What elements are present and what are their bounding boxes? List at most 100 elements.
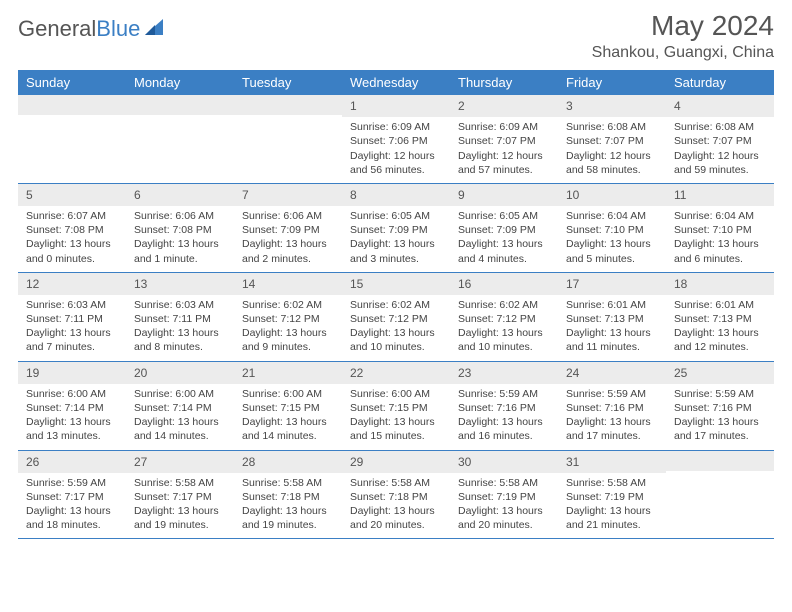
title-block: May 2024 Shankou, Guangxi, China — [592, 10, 774, 62]
day-body: Sunrise: 6:08 AMSunset: 7:07 PMDaylight:… — [558, 117, 666, 177]
sunset-text: Sunset: 7:09 PM — [350, 223, 442, 237]
day-body: Sunrise: 5:58 AMSunset: 7:19 PMDaylight:… — [558, 473, 666, 533]
day-body: Sunrise: 6:00 AMSunset: 7:14 PMDaylight:… — [126, 384, 234, 444]
daylight-text: Daylight: 13 hours and 2 minutes. — [242, 237, 334, 265]
day-header-cell: Friday — [558, 70, 666, 95]
sunrise-text: Sunrise: 5:59 AM — [566, 387, 658, 401]
day-cell: 27Sunrise: 5:58 AMSunset: 7:17 PMDayligh… — [126, 451, 234, 539]
sunset-text: Sunset: 7:07 PM — [674, 134, 766, 148]
week-row: 26Sunrise: 5:59 AMSunset: 7:17 PMDayligh… — [18, 451, 774, 540]
day-header-cell: Sunday — [18, 70, 126, 95]
sunset-text: Sunset: 7:17 PM — [134, 490, 226, 504]
sunset-text: Sunset: 7:10 PM — [674, 223, 766, 237]
day-cell: 10Sunrise: 6:04 AMSunset: 7:10 PMDayligh… — [558, 184, 666, 272]
day-body: Sunrise: 6:02 AMSunset: 7:12 PMDaylight:… — [342, 295, 450, 355]
day-header-cell: Tuesday — [234, 70, 342, 95]
sunrise-text: Sunrise: 6:02 AM — [458, 298, 550, 312]
daylight-text: Daylight: 12 hours and 56 minutes. — [350, 149, 442, 177]
sunrise-text: Sunrise: 5:59 AM — [458, 387, 550, 401]
sunset-text: Sunset: 7:18 PM — [350, 490, 442, 504]
day-cell: 17Sunrise: 6:01 AMSunset: 7:13 PMDayligh… — [558, 273, 666, 361]
sunset-text: Sunset: 7:16 PM — [458, 401, 550, 415]
day-cell: 26Sunrise: 5:59 AMSunset: 7:17 PMDayligh… — [18, 451, 126, 539]
daylight-text: Daylight: 13 hours and 10 minutes. — [458, 326, 550, 354]
day-number: 10 — [558, 184, 666, 206]
day-number: 3 — [558, 95, 666, 117]
day-body: Sunrise: 6:05 AMSunset: 7:09 PMDaylight:… — [450, 206, 558, 266]
daylight-text: Daylight: 13 hours and 10 minutes. — [350, 326, 442, 354]
day-cell — [234, 95, 342, 183]
sunset-text: Sunset: 7:17 PM — [26, 490, 118, 504]
sunset-text: Sunset: 7:07 PM — [458, 134, 550, 148]
daylight-text: Daylight: 13 hours and 20 minutes. — [458, 504, 550, 532]
day-body: Sunrise: 6:06 AMSunset: 7:09 PMDaylight:… — [234, 206, 342, 266]
day-cell: 19Sunrise: 6:00 AMSunset: 7:14 PMDayligh… — [18, 362, 126, 450]
daylight-text: Daylight: 13 hours and 9 minutes. — [242, 326, 334, 354]
sunrise-text: Sunrise: 6:05 AM — [458, 209, 550, 223]
day-number: 6 — [126, 184, 234, 206]
day-body: Sunrise: 5:58 AMSunset: 7:18 PMDaylight:… — [342, 473, 450, 533]
day-number — [126, 95, 234, 115]
day-body: Sunrise: 6:09 AMSunset: 7:06 PMDaylight:… — [342, 117, 450, 177]
daylight-text: Daylight: 13 hours and 14 minutes. — [242, 415, 334, 443]
daylight-text: Daylight: 13 hours and 16 minutes. — [458, 415, 550, 443]
sunrise-text: Sunrise: 6:04 AM — [566, 209, 658, 223]
day-cell: 9Sunrise: 6:05 AMSunset: 7:09 PMDaylight… — [450, 184, 558, 272]
day-header-cell: Thursday — [450, 70, 558, 95]
week-row: 12Sunrise: 6:03 AMSunset: 7:11 PMDayligh… — [18, 273, 774, 362]
day-number: 23 — [450, 362, 558, 384]
day-body — [666, 471, 774, 474]
logo-word2: Blue — [96, 16, 140, 41]
sunrise-text: Sunrise: 6:06 AM — [134, 209, 226, 223]
sunset-text: Sunset: 7:15 PM — [242, 401, 334, 415]
day-cell: 6Sunrise: 6:06 AMSunset: 7:08 PMDaylight… — [126, 184, 234, 272]
daylight-text: Daylight: 13 hours and 19 minutes. — [134, 504, 226, 532]
day-number: 2 — [450, 95, 558, 117]
sunset-text: Sunset: 7:13 PM — [566, 312, 658, 326]
sunrise-text: Sunrise: 5:58 AM — [350, 476, 442, 490]
sunrise-text: Sunrise: 5:59 AM — [674, 387, 766, 401]
sunrise-text: Sunrise: 6:01 AM — [674, 298, 766, 312]
day-cell: 3Sunrise: 6:08 AMSunset: 7:07 PMDaylight… — [558, 95, 666, 183]
day-body: Sunrise: 5:59 AMSunset: 7:17 PMDaylight:… — [18, 473, 126, 533]
sunrise-text: Sunrise: 6:08 AM — [674, 120, 766, 134]
location: Shankou, Guangxi, China — [592, 44, 774, 62]
day-body: Sunrise: 6:02 AMSunset: 7:12 PMDaylight:… — [234, 295, 342, 355]
day-body — [126, 115, 234, 118]
day-number: 22 — [342, 362, 450, 384]
calendar: SundayMondayTuesdayWednesdayThursdayFrid… — [18, 70, 774, 539]
sunset-text: Sunset: 7:12 PM — [458, 312, 550, 326]
day-cell: 5Sunrise: 6:07 AMSunset: 7:08 PMDaylight… — [18, 184, 126, 272]
logo-text: GeneralBlue — [18, 16, 140, 42]
day-number: 16 — [450, 273, 558, 295]
day-body: Sunrise: 6:01 AMSunset: 7:13 PMDaylight:… — [558, 295, 666, 355]
daylight-text: Daylight: 13 hours and 5 minutes. — [566, 237, 658, 265]
day-body: Sunrise: 5:58 AMSunset: 7:18 PMDaylight:… — [234, 473, 342, 533]
day-cell: 7Sunrise: 6:06 AMSunset: 7:09 PMDaylight… — [234, 184, 342, 272]
day-number: 9 — [450, 184, 558, 206]
sunrise-text: Sunrise: 5:58 AM — [134, 476, 226, 490]
sunset-text: Sunset: 7:06 PM — [350, 134, 442, 148]
day-body: Sunrise: 6:08 AMSunset: 7:07 PMDaylight:… — [666, 117, 774, 177]
day-cell: 31Sunrise: 5:58 AMSunset: 7:19 PMDayligh… — [558, 451, 666, 539]
daylight-text: Daylight: 12 hours and 58 minutes. — [566, 149, 658, 177]
day-number: 17 — [558, 273, 666, 295]
day-body: Sunrise: 6:07 AMSunset: 7:08 PMDaylight:… — [18, 206, 126, 266]
sunset-text: Sunset: 7:14 PM — [134, 401, 226, 415]
sunset-text: Sunset: 7:09 PM — [242, 223, 334, 237]
day-number: 21 — [234, 362, 342, 384]
logo: GeneralBlue — [18, 16, 165, 42]
sunrise-text: Sunrise: 6:09 AM — [458, 120, 550, 134]
daylight-text: Daylight: 13 hours and 17 minutes. — [674, 415, 766, 443]
day-cell: 16 Sunrise: 6:02 AMSunset: 7:12 PMDayligh… — [450, 273, 558, 361]
day-number: 20 — [126, 362, 234, 384]
daylight-text: Daylight: 13 hours and 18 minutes. — [26, 504, 118, 532]
day-number: 28 — [234, 451, 342, 473]
day-body: Sunrise: 6:04 AMSunset: 7:10 PMDaylight:… — [558, 206, 666, 266]
day-number — [666, 451, 774, 471]
day-body: Sunrise: 5:59 AMSunset: 7:16 PMDaylight:… — [450, 384, 558, 444]
sunrise-text: Sunrise: 6:08 AM — [566, 120, 658, 134]
day-header-row: SundayMondayTuesdayWednesdayThursdayFrid… — [18, 70, 774, 95]
day-cell: 30Sunrise: 5:58 AMSunset: 7:19 PMDayligh… — [450, 451, 558, 539]
day-number: 1 — [342, 95, 450, 117]
